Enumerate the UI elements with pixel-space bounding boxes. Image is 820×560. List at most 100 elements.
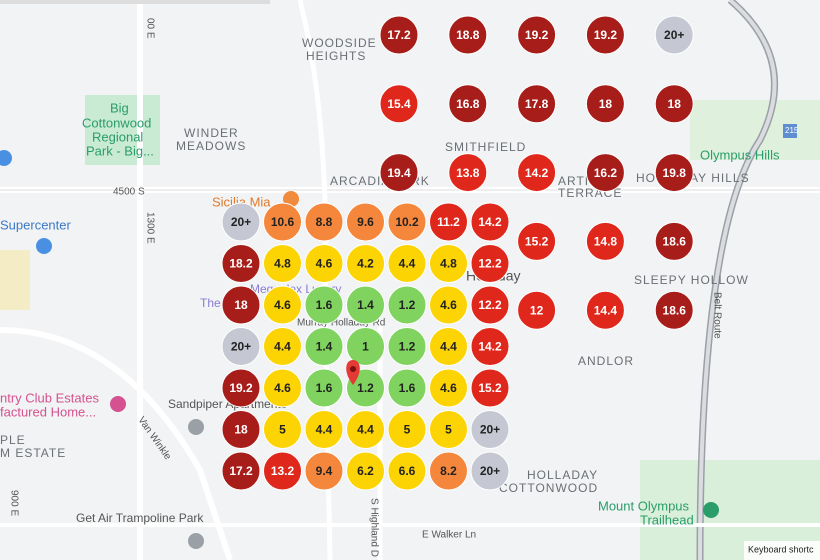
marker[interactable]: 4.4 [263, 327, 302, 366]
marker[interactable]: 4.4 [387, 244, 427, 283]
marker[interactable]: 20+ [221, 327, 261, 366]
poi-label: Sicilia Mia [212, 194, 271, 209]
marker[interactable]: 8.2 [429, 451, 468, 491]
marker[interactable]: 1.6 [387, 368, 427, 408]
marker-label: 18.6 [663, 235, 687, 249]
marker-circle [470, 451, 510, 491]
marker-label: 18.2 [229, 257, 253, 271]
marker[interactable]: 4.4 [429, 327, 468, 366]
marker[interactable]: 9.6 [346, 202, 385, 242]
marker[interactable]: 1.4 [346, 285, 385, 325]
marker[interactable]: 17.2 [379, 15, 419, 55]
marker[interactable]: 16.2 [585, 153, 625, 193]
marker[interactable]: 18 [585, 84, 625, 124]
marker[interactable]: 19.2 [221, 368, 261, 408]
marker[interactable]: 18.6 [654, 221, 694, 261]
marker-label: 4.6 [440, 381, 457, 395]
marker[interactable]: 4.6 [429, 285, 468, 325]
marker-label: 4.4 [399, 257, 416, 271]
marker-label: 4.4 [357, 423, 374, 437]
marker[interactable]: 20+ [470, 410, 510, 449]
marker[interactable]: 1.2 [387, 285, 427, 325]
road-label: Murray Holladay Rd [297, 318, 385, 329]
marker[interactable]: 8.8 [304, 202, 344, 242]
marker[interactable]: 1.6 [304, 285, 344, 325]
marker[interactable]: 4.6 [263, 285, 302, 325]
marker-label: 14.2 [478, 340, 502, 354]
marker-circle [585, 221, 625, 261]
marker[interactable]: 20+ [221, 202, 261, 242]
marker[interactable]: 18 [221, 285, 261, 325]
marker[interactable]: 18.2 [221, 244, 261, 283]
marker[interactable]: 4.2 [346, 244, 385, 283]
marker[interactable]: 14.2 [470, 202, 510, 242]
marker[interactable]: 5 [429, 410, 468, 449]
marker-label: 17.2 [229, 464, 253, 478]
marker[interactable]: 4.4 [346, 410, 385, 449]
shield-label: 215 [785, 126, 799, 135]
marker-label: 4.6 [440, 298, 457, 312]
marker-label: 20+ [664, 28, 684, 42]
marker[interactable]: 4.4 [304, 410, 344, 449]
marker[interactable]: 6.6 [387, 451, 427, 491]
marker[interactable]: 10.2 [387, 202, 427, 242]
marker[interactable]: 14.2 [517, 153, 557, 193]
marker-circle [517, 153, 557, 193]
marker[interactable]: 12 [517, 290, 557, 330]
marker[interactable]: 18 [221, 410, 261, 449]
marker[interactable]: 1.2 [387, 327, 427, 366]
marker[interactable]: 1.6 [304, 368, 344, 408]
marker[interactable]: 18.8 [448, 15, 488, 55]
marker[interactable]: 18 [654, 84, 694, 124]
marker[interactable]: 4.8 [429, 244, 468, 283]
marker[interactable]: 12.2 [470, 244, 510, 283]
marker[interactable]: 14.2 [470, 327, 510, 366]
marker-circle [304, 410, 344, 449]
marker-label: 5 [404, 423, 411, 437]
marker[interactable]: 19.2 [585, 15, 625, 55]
marker[interactable]: 1.4 [304, 327, 344, 366]
location-pin [346, 360, 360, 385]
marker-circle [387, 285, 427, 325]
marker[interactable]: 6.2 [346, 451, 385, 491]
marker[interactable]: 13.8 [448, 153, 488, 193]
marker[interactable]: 5 [263, 410, 302, 449]
marker-label: 18 [234, 423, 248, 437]
marker[interactable]: 4.6 [429, 368, 468, 408]
marker[interactable]: 17.8 [517, 84, 557, 124]
marker[interactable]: 18.6 [654, 290, 694, 330]
marker[interactable]: 16.8 [448, 84, 488, 124]
marker[interactable]: 12.2 [470, 285, 510, 325]
marker[interactable]: 14.8 [585, 221, 625, 261]
marker[interactable]: 4.6 [263, 368, 302, 408]
marker-circle [654, 153, 694, 193]
marker[interactable]: 19.8 [654, 153, 694, 193]
marker[interactable]: 11.2 [429, 202, 468, 242]
marker[interactable]: 10.6 [263, 202, 302, 242]
marker[interactable]: 15.4 [379, 84, 419, 124]
area-label: ARTI [558, 174, 589, 188]
marker-circle [429, 451, 468, 491]
marker[interactable]: 14.4 [585, 290, 625, 330]
marker[interactable]: 5 [387, 410, 427, 449]
marker[interactable]: 13.2 [263, 451, 302, 491]
marker-label: 8.2 [440, 464, 457, 478]
marker-circle [346, 410, 385, 449]
keyboard-shortcuts[interactable]: Keyboard shortc [748, 544, 814, 554]
marker[interactable]: 1 [346, 327, 385, 366]
marker[interactable]: 4.6 [304, 244, 344, 283]
marker[interactable]: 15.2 [517, 221, 557, 261]
marker[interactable]: 19.4 [379, 153, 419, 193]
marker[interactable]: 20+ [654, 15, 694, 55]
marker[interactable]: 20+ [470, 451, 510, 491]
marker[interactable]: 17.2 [221, 451, 261, 491]
marker[interactable]: 4.8 [263, 244, 302, 283]
marker-circle [304, 285, 344, 325]
marker[interactable]: 19.2 [517, 15, 557, 55]
marker[interactable]: 15.2 [470, 368, 510, 408]
marker[interactable]: 9.4 [304, 451, 344, 491]
marker-label: 12.2 [478, 298, 502, 312]
marker-circle [304, 202, 344, 242]
road-label: E Walker Ln [422, 530, 476, 541]
